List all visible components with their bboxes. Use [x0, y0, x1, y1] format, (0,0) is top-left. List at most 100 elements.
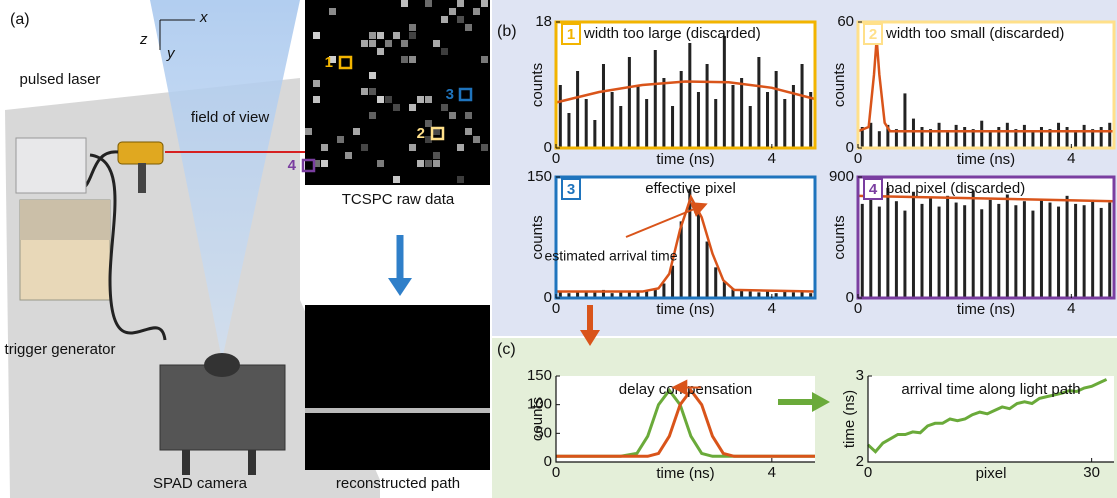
bar: [1065, 127, 1069, 148]
frame: [554, 20, 817, 150]
bar: [1091, 199, 1095, 298]
speckle: [457, 144, 464, 151]
bar: [809, 293, 813, 298]
speckle: [377, 160, 384, 167]
tcspc-image: [305, 0, 490, 185]
speckle: [377, 48, 384, 55]
label: pulsed laser: [20, 71, 101, 88]
bar: [619, 106, 623, 148]
x-tick-label: 4: [768, 150, 776, 167]
speckle: [433, 160, 440, 167]
speckle: [393, 104, 400, 111]
bar: [757, 292, 761, 298]
bar: [894, 201, 898, 298]
y-tick-label: 0: [544, 289, 552, 306]
bar: [740, 78, 744, 148]
laser-box: [15, 137, 87, 194]
arrow-head: [388, 278, 412, 296]
bar: [954, 202, 958, 298]
y-tick-label: 0: [544, 453, 552, 470]
bar: [636, 292, 640, 298]
bar: [1082, 124, 1086, 148]
speckle: [481, 0, 488, 7]
x-tick-label: 0: [864, 464, 872, 481]
bar: [1108, 202, 1112, 298]
speckle: [433, 128, 440, 135]
speckle: [425, 136, 432, 143]
speckle: [329, 56, 336, 63]
bar: [722, 281, 726, 298]
y-axis-label: counts: [831, 215, 848, 259]
bar: [584, 292, 588, 298]
bar: [1057, 206, 1061, 298]
cable: [89, 153, 167, 341]
laser-post: [138, 163, 146, 193]
frame: [554, 175, 817, 300]
speckle: [401, 56, 408, 63]
bar: [696, 209, 700, 298]
y-tick-label: 2: [856, 453, 864, 470]
bar: [1005, 194, 1009, 298]
label: trigger generator: [5, 341, 116, 358]
bar: [1022, 201, 1026, 298]
bar: [757, 57, 761, 148]
x-tick-label: 4: [768, 464, 776, 481]
x-tick-label: 0: [552, 150, 560, 167]
badge-label: 3: [567, 181, 575, 198]
speckle: [337, 136, 344, 143]
arrow-head: [812, 392, 830, 412]
laser: [117, 141, 164, 165]
bar: [1031, 131, 1035, 148]
bar: [791, 85, 795, 148]
speckle: [329, 8, 336, 15]
chart-title: bad pixel (discarded): [886, 180, 1025, 197]
speckle: [393, 176, 400, 183]
fit-curve: [857, 194, 1115, 203]
axis-label: y: [166, 45, 176, 62]
bar: [877, 206, 881, 298]
speckle: [465, 128, 472, 135]
speckle: [481, 56, 488, 63]
bar: [567, 113, 571, 148]
bar: [1065, 195, 1069, 298]
speckle: [417, 160, 424, 167]
plot-bg: [858, 22, 1114, 148]
marker-label: 1: [325, 54, 333, 71]
bar: [696, 92, 700, 148]
bar: [988, 199, 992, 298]
y-tick-label: 150: [527, 168, 552, 185]
bar: [860, 127, 864, 148]
bar: [894, 129, 898, 148]
speckle: [369, 32, 376, 39]
speckle: [369, 88, 376, 95]
speckle: [353, 128, 360, 135]
badge-label: 4: [869, 181, 878, 198]
panel-label: (c): [497, 341, 516, 358]
bar: [1039, 198, 1043, 298]
bar: [653, 288, 657, 298]
x-tick-label: 0: [854, 150, 862, 167]
bar: [800, 290, 804, 298]
path-image: [305, 305, 490, 470]
bar: [601, 289, 605, 298]
bar: [766, 92, 770, 148]
bar: [558, 291, 562, 298]
bar: [937, 122, 941, 148]
chart-title: arrival time along light path: [901, 381, 1080, 398]
speckle: [401, 40, 408, 47]
frame: [856, 175, 1116, 300]
x-axis-label: pixel: [976, 465, 1007, 482]
bar: [1048, 129, 1052, 148]
speckle: [433, 40, 440, 47]
bar: [929, 198, 933, 298]
x-axis-label: time (ns): [656, 301, 714, 318]
bar: [1005, 122, 1009, 148]
line: [866, 378, 1108, 454]
speckle: [377, 96, 384, 103]
annotation-arrow: [625, 202, 708, 238]
bar: [576, 290, 580, 298]
bar: [662, 283, 666, 298]
bar: [1031, 210, 1035, 298]
speckle: [449, 112, 456, 119]
